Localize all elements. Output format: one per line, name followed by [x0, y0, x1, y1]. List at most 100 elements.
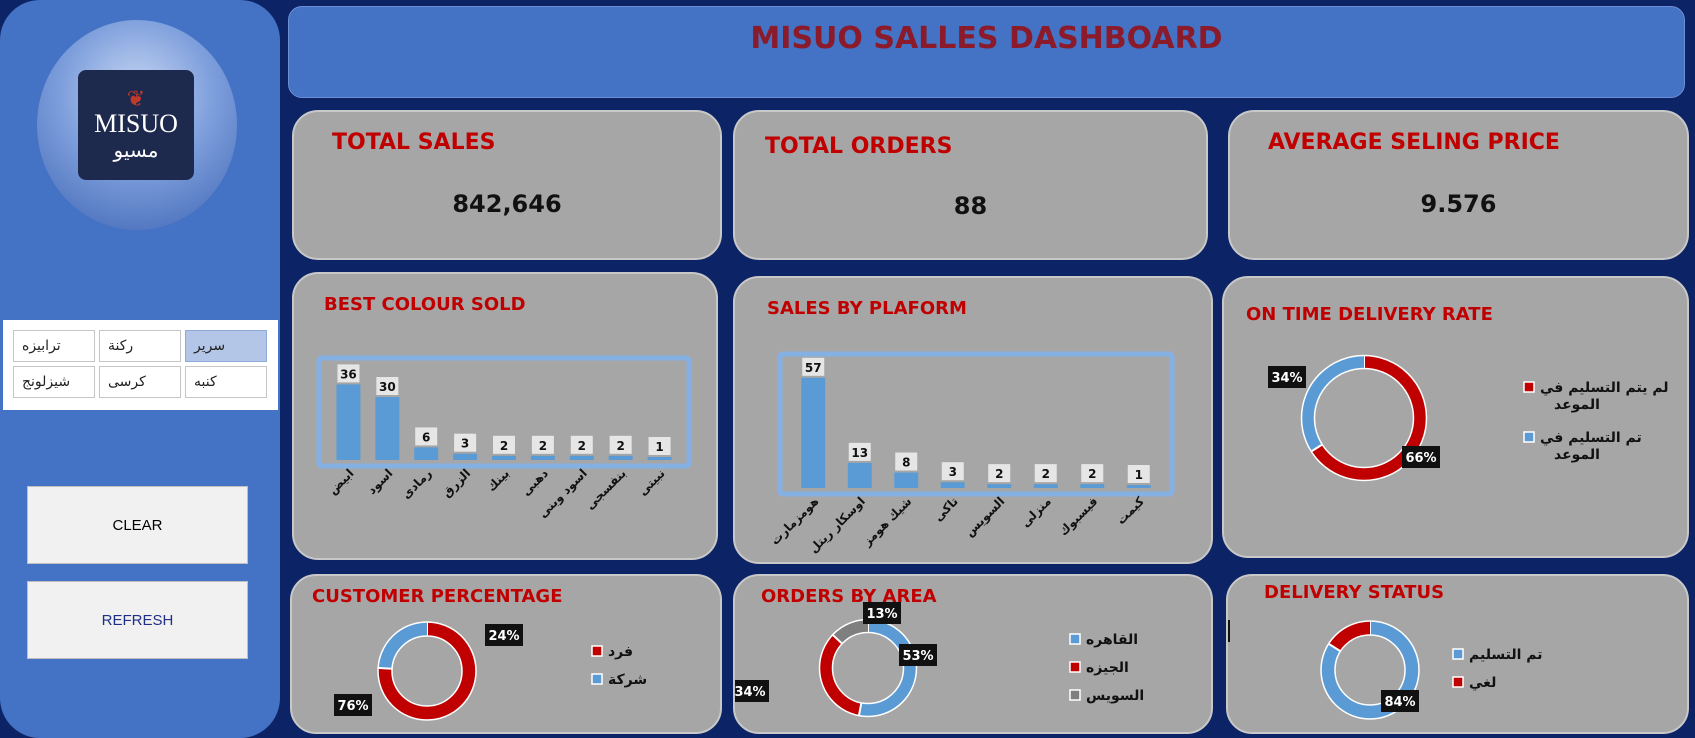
- slice-separator: [1310, 443, 1323, 453]
- legend-label: فرد: [608, 644, 633, 660]
- bar: [375, 397, 400, 460]
- page-title: MISUO SALLES DASHBOARD: [750, 21, 1223, 56]
- data-label-box: [531, 435, 554, 454]
- data-label-box: [802, 357, 825, 376]
- data-label: 2: [539, 439, 547, 453]
- donut-outline: [818, 618, 918, 718]
- donut-slice: [819, 634, 862, 716]
- orders-by-area-card: ORDERS BY AREA 53% 34% 13% القاهره الجيزه الس…: [733, 574, 1213, 734]
- slicer-item[interactable]: ركنة: [99, 330, 181, 362]
- donut-slice: [832, 619, 869, 644]
- category-label: الزرق: [439, 466, 473, 500]
- pct-label-box: [485, 624, 523, 646]
- orders-by-area-chart: 53% 34% 13% القاهره الجيزه السويس: [735, 602, 1144, 718]
- chart-title: CUSTOMER PERCENTAGE: [312, 586, 563, 607]
- kpi-value: 842,646: [452, 190, 562, 218]
- data-label: 13: [851, 446, 868, 460]
- donut-slice: [1301, 355, 1365, 452]
- slicer-item[interactable]: شيزلونج: [13, 366, 95, 398]
- donut-outline: [1320, 620, 1420, 720]
- data-label: 57: [805, 361, 822, 375]
- product-slicer: ترابيزه ركنة سرير شيزلونج كرسى كنبه: [3, 320, 278, 410]
- bar: [1033, 484, 1058, 488]
- legend-swatch: [591, 645, 603, 657]
- category-label: السويس: [962, 494, 1008, 540]
- data-label-box: [988, 464, 1011, 483]
- refresh-button[interactable]: REFRESH: [27, 581, 248, 659]
- data-label-box: [1034, 464, 1057, 483]
- category-label: بنفسجى: [583, 466, 629, 512]
- slicer-item[interactable]: كنبه: [185, 366, 267, 398]
- chart-title: ORDERS BY AREA: [761, 586, 937, 607]
- donut-inner-outline: [831, 631, 905, 705]
- legend-swatch: [1069, 689, 1081, 701]
- category-label: ابيض: [326, 466, 357, 497]
- on-time-delivery-chart: 66% 34% لم يتم التسليم في الموعد تم التسليم …: [1268, 354, 1669, 482]
- data-label: 2: [616, 439, 624, 453]
- data-label-box: [609, 435, 632, 454]
- bar: [336, 384, 361, 460]
- header: MISUO SALLES DASHBOARD: [288, 6, 1685, 98]
- data-label: 2: [1088, 467, 1096, 481]
- category-label: تاكى: [931, 494, 961, 524]
- legend-label: لم يتم التسليم في الموعد: [1540, 380, 1669, 413]
- category-label: رمادى: [399, 466, 434, 501]
- data-label-box: [570, 435, 593, 454]
- slicer-item[interactable]: سرير: [185, 330, 267, 362]
- pct-label-box: [334, 694, 372, 716]
- logo: ❦ MISUO مسيو: [78, 70, 194, 180]
- sales-platform-card: SALES BY PLAFORM 57 هومزمارت 13 اوسكار ريتل…: [733, 276, 1213, 564]
- kpi-title: AVERAGE SELING PRICE: [1268, 130, 1560, 155]
- category-label: منزلى: [1018, 494, 1054, 530]
- data-label: 1: [1135, 468, 1143, 482]
- category-label: بينك: [484, 466, 512, 494]
- data-label-box: [1081, 464, 1104, 483]
- chart-frame: [316, 355, 692, 469]
- slicer-item[interactable]: ترابيزه: [13, 330, 95, 362]
- kpi-value: 9.576: [1420, 190, 1497, 218]
- donut-outline: [1300, 354, 1428, 482]
- category-label: دهبى: [519, 466, 551, 498]
- bar: [608, 455, 633, 460]
- legend-label: لغي: [1469, 675, 1496, 691]
- pct-label-box: [735, 680, 769, 702]
- customer-percentage-card: CUSTOMER PERCENTAGE 76% 24% فرد شركة: [290, 574, 722, 734]
- donut-slice: [378, 622, 428, 670]
- category-label: نبيتى: [636, 466, 668, 498]
- data-label: 6: [422, 430, 430, 444]
- data-label: 2: [995, 467, 1003, 481]
- data-label: 2: [500, 439, 508, 453]
- chart-title: SALES BY PLAFORM: [767, 298, 967, 319]
- data-label-box: [1127, 465, 1150, 483]
- data-label-box: [337, 364, 360, 383]
- data-label: 30: [379, 380, 396, 394]
- bar: [647, 457, 672, 460]
- donut-slice: [858, 619, 917, 717]
- donut-inner-outline: [1313, 367, 1415, 469]
- bar: [492, 455, 516, 460]
- data-label-box: [648, 437, 671, 455]
- legend-swatch: [1523, 381, 1535, 393]
- pct-label-box: [863, 602, 901, 624]
- data-label: 2: [578, 439, 586, 453]
- data-label-box: [848, 442, 871, 461]
- clear-button[interactable]: CLEAR: [27, 486, 248, 564]
- kpi-title: TOTAL SALES: [332, 130, 496, 155]
- slice-separator: [857, 702, 863, 716]
- legend-label: القاهره: [1086, 632, 1138, 648]
- legend-label: الجيزه: [1086, 660, 1129, 676]
- chart-frame: [777, 351, 1175, 497]
- donut-inner-outline: [391, 635, 463, 707]
- slice-separator: [1328, 642, 1341, 653]
- bar: [569, 455, 594, 460]
- pct-label-box: [1268, 366, 1306, 388]
- bar: [1080, 484, 1105, 488]
- best-colour-chart: 36ابيض30اسود6رمادى3الزرق2بينك2دهبى2اسود …: [316, 355, 692, 521]
- data-label: 1: [655, 440, 663, 454]
- legend-label: تم التسليم: [1469, 647, 1543, 663]
- slicer-item[interactable]: كرسى: [99, 366, 181, 398]
- pct-label-box: [899, 644, 937, 666]
- bar: [453, 453, 478, 460]
- slice-separator: [831, 634, 843, 645]
